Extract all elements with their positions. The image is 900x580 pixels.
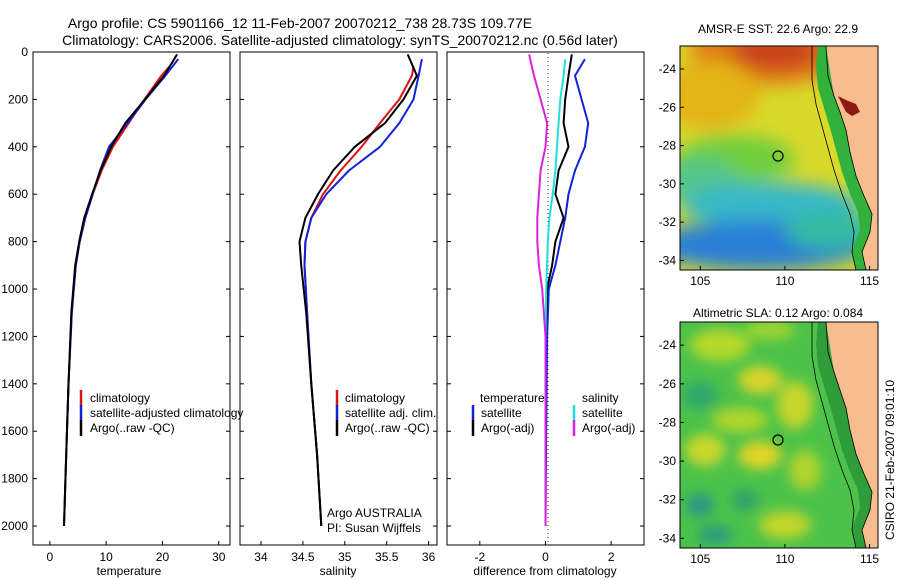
legend-label-argo: Argo(..raw -QC) — [345, 421, 430, 435]
legend-label-satellite: satellite adj. clim. — [345, 406, 436, 420]
map-x-tick-label: 115 — [860, 274, 879, 288]
x-tick-label: 35.5 — [375, 550, 399, 564]
legend-label-climatology: climatology — [90, 391, 150, 405]
legend-label-temp-satellite: satellite — [481, 406, 522, 420]
y-tick-label: 800 — [8, 235, 28, 249]
map-x-tick-label: 110 — [775, 552, 794, 566]
legend-heading-temperature: temperature — [480, 391, 545, 405]
series-line-temperature-satellite — [544, 58, 590, 527]
y-tick-label: 200 — [8, 92, 28, 106]
difference-profile-panel: -2 0 2 difference from climatology tempera… — [446, 51, 645, 578]
legend-heading-salinity: salinity — [582, 391, 619, 405]
legend-label-sal-argo: Argo(-adj) — [582, 421, 635, 435]
y-tick-label: 1800 — [1, 472, 28, 486]
map-y-tick-label: -24 — [659, 62, 677, 76]
x-tick-label: 2 — [608, 550, 615, 564]
land-mass — [826, 322, 878, 548]
temperature-profile-panel: 0 10 20 30 0 200 400 600 800 1000 1200 1400 1600 1800… — [1, 45, 243, 578]
map-y-tick-label: -26 — [659, 377, 677, 391]
map-x-tick-label: 105 — [690, 552, 710, 566]
legend-label-climatology: climatology — [345, 391, 405, 405]
argo-float-marker — [772, 434, 784, 446]
y-tick-label: 0 — [21, 45, 28, 59]
y-tick-label: 400 — [8, 140, 28, 154]
legend-label-argo: Argo(..raw -QC) — [90, 421, 175, 435]
x-tick-label: 0 — [47, 550, 54, 564]
credit-text: CSIRO 21-Feb-2007 09:01:10 — [883, 380, 897, 540]
map-y-tick-label: -32 — [659, 493, 677, 507]
x-tick-label: 36 — [422, 550, 436, 564]
salinity-legend: climatology satellite adj. clim. Argo(..… — [335, 390, 436, 436]
temperature-xlabel: temperature — [97, 564, 162, 578]
y-tick-label: 1400 — [1, 377, 28, 391]
legend-label-satellite: satellite-adjusted climatology — [90, 406, 243, 420]
map-y-tick-label: -28 — [659, 415, 677, 429]
sst-map-frame — [679, 45, 879, 271]
map-x-tick-label: 115 — [860, 552, 879, 566]
series-line-satellite-adj-clim- — [303, 58, 423, 527]
sst-warm-coastal-patch — [838, 96, 860, 116]
map-y-tick-label: -32 — [659, 215, 677, 229]
coastline — [825, 322, 873, 548]
y-tick-label: 1200 — [1, 329, 28, 343]
map-y-tick-label: -34 — [659, 253, 677, 267]
sla-map-title: Altimetric SLA: 0.12 Argo: 0.084 — [693, 306, 863, 320]
x-tick-label: 34.5 — [291, 550, 315, 564]
coastline — [825, 46, 873, 270]
legend-label-sal-satellite: satellite — [582, 406, 623, 420]
map-y-tick-label: -30 — [659, 454, 677, 468]
map-y-tick-label: -26 — [659, 100, 677, 114]
series-line-salinity-argo-adj- — [528, 54, 549, 526]
float-annotation-line1: Argo AUSTRALIA — [327, 506, 422, 520]
temperature-plot-frame — [32, 51, 231, 546]
series-line-argo-raw-qc- — [298, 54, 418, 527]
figure-title-line1: Argo profile: CS 5901166_12 11-Feb-2007 … — [68, 15, 532, 31]
sst-map-title: AMSR-E SST: 22.6 Argo: 22.9 — [698, 22, 858, 36]
map-x-tick-label: 110 — [775, 274, 794, 288]
x-tick-label: 0 — [542, 550, 549, 564]
sla-field — [682, 322, 821, 545]
map-y-tick-label: -28 — [659, 139, 677, 153]
series-line-climatology — [303, 66, 415, 527]
x-tick-label: 34 — [254, 550, 268, 564]
argo-float-marker — [772, 150, 784, 162]
sla-map-panel: Altimetric SLA: 0.12 Argo: 0.084 — [659, 306, 880, 566]
salinity-xlabel: salinity — [320, 564, 357, 578]
coastal-strip — [816, 322, 872, 548]
difference-legend: temperature satellite Argo(-adj) salinit… — [471, 391, 635, 436]
land-mass — [826, 46, 878, 270]
bathymetry-contour — [811, 322, 857, 548]
y-tick-label: 600 — [8, 187, 28, 201]
x-tick-label: 30 — [212, 550, 226, 564]
y-tick-label: 1600 — [1, 424, 28, 438]
difference-xlabel: difference from climatology — [473, 564, 616, 578]
x-tick-label: 10 — [99, 550, 113, 564]
map-x-tick-label: 105 — [690, 274, 710, 288]
salinity-plot-frame — [239, 51, 438, 546]
float-annotation-line2: PI: Susan Wijffels — [327, 521, 421, 535]
legend-label-temp-argo: Argo(-adj) — [481, 421, 534, 435]
x-tick-label: 35 — [338, 550, 352, 564]
temperature-legend: climatology satellite-adjusted climatolo… — [79, 390, 243, 436]
x-tick-label: -2 — [474, 550, 485, 564]
map-y-tick-label: -24 — [659, 338, 677, 352]
sst-field — [680, 46, 875, 270]
sla-map-frame — [679, 321, 879, 549]
coastal-strip — [816, 46, 872, 270]
map-y-tick-label: -30 — [659, 177, 677, 191]
bathymetry-contour — [811, 46, 857, 270]
series-line-argo-raw-qc- — [63, 53, 178, 527]
y-tick-label: 2000 — [1, 519, 28, 533]
map-y-tick-label: -34 — [659, 531, 677, 545]
y-tick-label: 1000 — [1, 282, 28, 296]
salinity-profile-panel: 34 34.5 35 35.5 36 salinity climatology sate… — [239, 51, 438, 578]
x-tick-label: 20 — [156, 550, 170, 564]
sst-map-panel: AMSR-E SST: 22.6 Argo: 22.9 105 110 115 -24… — [659, 22, 880, 288]
figure-title-line2: Climatology: CARS2006. Satellite-adjuste… — [62, 32, 618, 48]
